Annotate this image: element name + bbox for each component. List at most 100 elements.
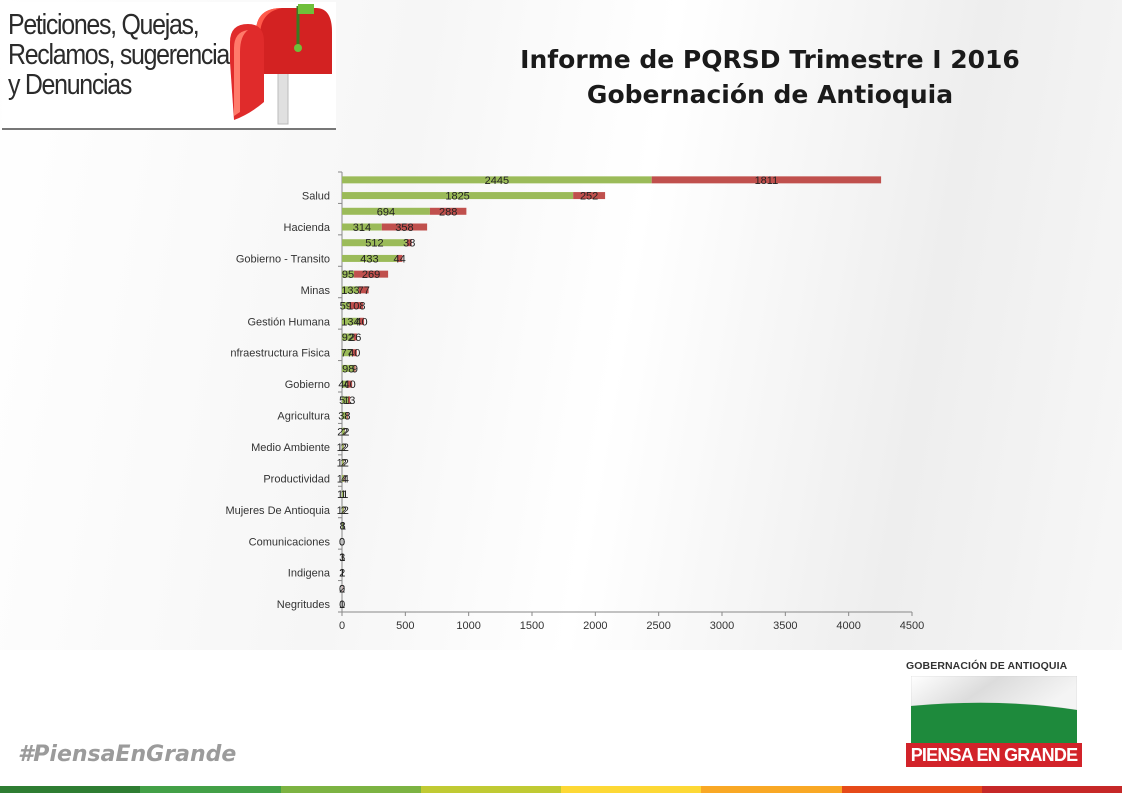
antioquia-flag-icon — [911, 676, 1077, 744]
data-label: 77 — [358, 285, 370, 297]
bar-series-2 — [351, 349, 357, 357]
footer-color-bar — [0, 786, 1122, 793]
category-label: Medio Ambiente — [251, 442, 330, 454]
category-label: nfraestructura Fisica — [230, 348, 331, 360]
data-label: 3 — [339, 552, 345, 564]
footer-bar-segment — [701, 786, 842, 793]
data-label: 314 — [353, 222, 371, 234]
bar-series-1 — [342, 254, 397, 262]
footer-bar-segment — [140, 786, 281, 793]
category-label: Mujeres De Antioquia — [225, 505, 330, 517]
x-tick-label: 4000 — [836, 620, 860, 632]
data-label: 694 — [377, 206, 395, 218]
category-label: Hacienda — [284, 222, 331, 234]
bar-series-1 — [342, 239, 407, 247]
x-tick-label: 2500 — [646, 620, 670, 632]
stacked-bar-chart: 0 500 1000 1500 2000 2500 3000 3500 4000 4500Salu… — [225, 171, 924, 632]
data-label: 38 — [403, 238, 415, 250]
data-label: 8 — [339, 521, 345, 533]
data-label: 12 — [337, 442, 349, 454]
data-label: 40 — [355, 316, 367, 328]
data-label: 8 — [344, 411, 350, 423]
logo-line-2: Reclamos, sugerencia — [8, 39, 230, 71]
data-label: 59 — [340, 301, 352, 313]
data-label: 1825 — [445, 191, 469, 203]
data-label: 1 — [339, 568, 345, 580]
data-label: 44 — [394, 253, 406, 265]
data-label: 252 — [580, 191, 598, 203]
data-label: 98 — [342, 363, 354, 375]
bar-series-1 — [342, 270, 355, 278]
bar-series-1 — [342, 474, 344, 482]
data-label: 95 — [342, 269, 354, 281]
slide-title: Informe de PQRSD Trimestre I 2016 Gobern… — [430, 42, 1110, 112]
title-line-1: Informe de PQRSD Trimestre I 2016 — [520, 45, 1020, 74]
data-label: 14 — [337, 473, 349, 485]
x-tick-label: 3000 — [710, 620, 734, 632]
data-label: 1 — [340, 489, 346, 501]
bar-series-2 — [348, 396, 351, 404]
title-line-2: Gobernación de Antioquia — [586, 80, 954, 109]
slogan-banner: PIENSA EN GRANDE — [906, 743, 1082, 767]
data-label: 2445 — [485, 175, 509, 187]
data-label: 358 — [395, 222, 413, 234]
data-label: 40 — [343, 379, 355, 391]
bar-series-2 — [358, 317, 365, 325]
bar-series-1 — [342, 192, 574, 200]
bar-series-1 — [342, 459, 344, 467]
x-tick-label: 1000 — [456, 620, 480, 632]
bar-series-1 — [342, 317, 359, 325]
data-label: 2 — [341, 505, 347, 517]
bar-series-2 — [343, 474, 345, 482]
logo-line-3: y Denuncias — [8, 69, 132, 101]
bar-series-2 — [651, 176, 882, 184]
data-label: 108 — [347, 301, 365, 313]
data-label: 2 — [339, 568, 345, 580]
x-tick-label: 4500 — [900, 620, 924, 632]
data-label: 2 — [341, 458, 347, 470]
data-label: 51 — [339, 395, 351, 407]
footer-bar-segment — [981, 786, 1122, 793]
category-label: Productividad — [263, 473, 330, 485]
bar-series-2 — [381, 223, 428, 231]
data-label: 11 — [337, 489, 348, 501]
category-label: Minas — [301, 285, 331, 297]
hashtag-text: #PiensaEnGrande — [18, 742, 237, 767]
data-label: 40 — [348, 348, 360, 360]
data-label: 92 — [342, 332, 354, 344]
category-label: Gestión Humana — [247, 316, 330, 328]
x-tick-label: 500 — [396, 620, 414, 632]
data-label: 288 — [439, 206, 457, 218]
data-label: 4 — [341, 473, 347, 485]
bar-series-1 — [342, 364, 355, 372]
footer-bar-segment — [841, 786, 982, 793]
data-label: 26 — [349, 332, 361, 344]
category-label: Comunicaciones — [249, 536, 331, 548]
bar-series-1 — [342, 506, 344, 514]
gob-name: GOBERNACIÓN DE ANTIOQUIA — [906, 660, 1068, 672]
data-label: 433 — [360, 253, 378, 265]
footer-bar-segment — [280, 786, 421, 793]
bar-series-1 — [342, 349, 352, 357]
data-label: 2 — [342, 426, 348, 438]
bar-series-1 — [342, 522, 344, 530]
bar-series-2 — [396, 254, 403, 262]
x-tick-label: 1500 — [520, 620, 544, 632]
bar-series-1 — [342, 396, 349, 404]
bar-series-2 — [349, 302, 364, 310]
data-label: 512 — [365, 238, 383, 250]
data-label: 22 — [337, 426, 349, 438]
bar-series-1 — [342, 223, 382, 231]
data-label: 12 — [337, 458, 349, 470]
data-label: 134 — [341, 316, 359, 328]
mailbox-icon — [230, 4, 332, 125]
category-label: Agricultura — [277, 411, 330, 423]
bar-series-2 — [346, 412, 348, 420]
bar-series-2 — [347, 380, 353, 388]
bar-series-1 — [342, 443, 344, 451]
bar-series-2 — [573, 192, 606, 200]
category-label: Indigena — [288, 568, 331, 580]
bar-series-2 — [354, 364, 356, 372]
logo-text: Peticiones, Quejas, Reclamos, sugerencia… — [8, 10, 230, 101]
bar-series-1 — [342, 176, 652, 184]
